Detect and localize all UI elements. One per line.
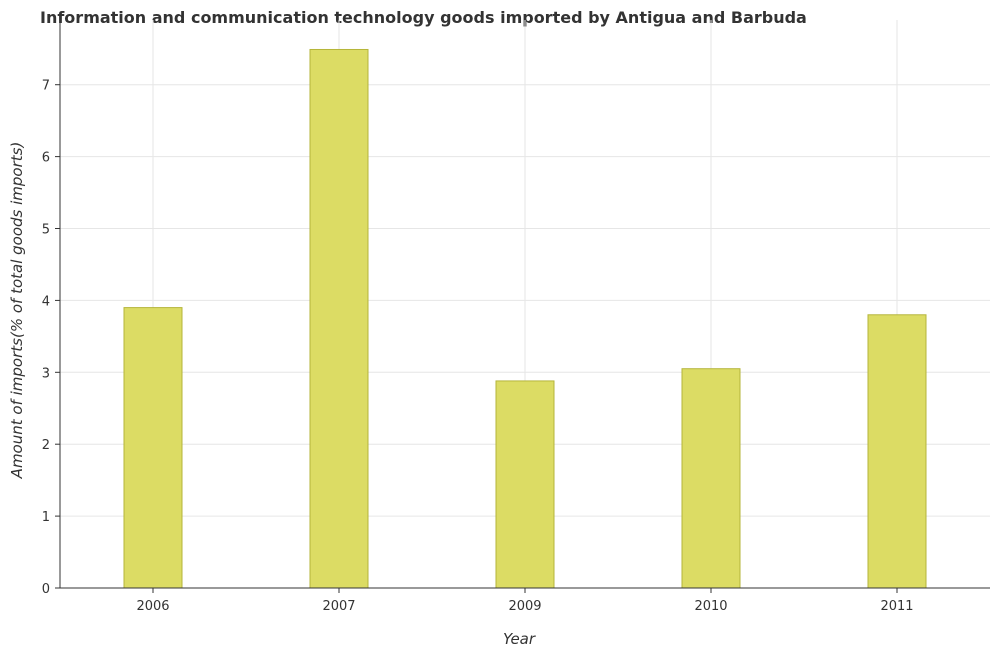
x-tick-label: 2006 <box>136 599 169 614</box>
bar-2011 <box>867 314 927 589</box>
bars <box>123 48 927 589</box>
bar-2009 <box>495 380 555 589</box>
chart-title: Information and communication technology… <box>40 8 807 27</box>
x-tick-label: 2011 <box>880 599 913 614</box>
axes <box>55 20 990 593</box>
x-tick-label: 2009 <box>508 599 541 614</box>
y-axis-label: Amount of imports(% of total goods impor… <box>8 142 26 480</box>
x-axis-label: Year <box>503 630 536 648</box>
y-tick-label: 1 <box>42 510 50 525</box>
y-tick-label: 0 <box>42 582 50 597</box>
y-tick-label: 4 <box>42 294 50 309</box>
bar-2007 <box>309 48 369 589</box>
y-tick-label: 3 <box>42 366 50 381</box>
x-tick-label: 2007 <box>322 599 355 614</box>
y-tick-label: 2 <box>42 438 50 453</box>
bar-2010 <box>681 368 741 589</box>
x-tick-label: 2010 <box>694 599 727 614</box>
y-tick-label: 5 <box>42 223 50 238</box>
y-tick-label: 7 <box>42 79 50 94</box>
bar-2006 <box>123 307 183 589</box>
y-tick-label: 6 <box>42 151 50 166</box>
tick-labels: 0 1 2 3 4 5 6 7 2006 2007 2009 2010 2011 <box>42 79 914 614</box>
